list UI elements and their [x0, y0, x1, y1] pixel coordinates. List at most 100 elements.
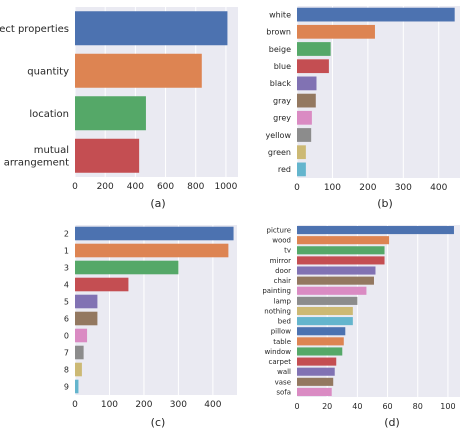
bar-white — [297, 7, 455, 22]
category-label: green — [268, 148, 291, 157]
x-tick-label: 40 — [352, 402, 362, 411]
category-label: sofa — [276, 388, 291, 396]
bar-picture — [297, 226, 454, 235]
bar-door — [297, 266, 376, 275]
x-tick-label: 100 — [101, 400, 118, 410]
category-label: grey — [273, 114, 291, 123]
bar-gray — [297, 93, 316, 108]
category-label: 6 — [64, 314, 69, 323]
bar-lamp — [297, 296, 358, 305]
bar-8 — [75, 362, 82, 377]
bar-green — [297, 145, 306, 160]
bar-object-properties — [75, 11, 228, 46]
panel-label: (d) — [384, 416, 400, 429]
category-label: location — [29, 109, 69, 120]
bar-nothing — [297, 306, 353, 316]
category-label: 4 — [64, 280, 69, 289]
category-label: picture — [267, 227, 291, 235]
bar-tv — [297, 246, 385, 255]
category-label: mutual arrangement — [4, 145, 69, 169]
x-tick-label: 300 — [395, 183, 412, 193]
category-label: mirror — [270, 257, 292, 265]
bar-pillow — [297, 327, 346, 336]
bar-beige — [297, 42, 331, 56]
chart-panel-1: object properties quantity location mutuala… — [0, 7, 238, 210]
category-label: table — [273, 338, 291, 346]
category-label: 1 — [64, 246, 69, 255]
category-label: yellow — [265, 131, 291, 140]
category-label: 7 — [64, 348, 69, 357]
x-tick-label: 0 — [72, 400, 78, 410]
x-tick-label: 400 — [204, 400, 221, 410]
bar-mirror — [297, 256, 385, 265]
category-label: nothing — [264, 307, 291, 315]
category-label: lamp — [274, 297, 292, 305]
bar-table — [297, 337, 344, 346]
category-label: wood — [272, 237, 291, 245]
bar-yellow — [297, 128, 312, 142]
chart-panel-2: white brown beige blue black gray grey yellow gr… — [265, 6, 460, 210]
category-label: 3 — [64, 263, 69, 272]
category-label: red — [278, 165, 291, 174]
category-label: black — [270, 79, 292, 88]
bar-chair — [297, 276, 374, 285]
chart-panel-4: picture wood tv mirror door chair painting lamp… — [262, 225, 460, 429]
category-label: tv — [284, 247, 291, 255]
category-label: vase — [275, 378, 291, 386]
category-label: bed — [278, 318, 291, 326]
bar-vase — [297, 377, 334, 386]
bar-wood — [297, 236, 390, 245]
category-label: 9 — [64, 382, 69, 391]
bar-carpet — [297, 357, 337, 366]
category-label: painting — [262, 287, 291, 295]
category-label: quantity — [27, 66, 69, 77]
bar-black — [297, 76, 317, 91]
bar-1 — [75, 243, 229, 258]
category-label: object properties — [0, 24, 69, 35]
bar-brown — [297, 24, 375, 39]
x-tick-label: 60 — [382, 402, 392, 411]
bar-sofa — [297, 387, 332, 396]
x-tick-label: 0 — [72, 182, 78, 192]
bar-bed — [297, 317, 353, 326]
x-tick-label: 20 — [322, 402, 332, 411]
bar-grey — [297, 110, 312, 125]
category-label: pillow — [271, 328, 292, 336]
category-label: window — [264, 348, 291, 356]
panel-label: (a) — [150, 197, 165, 210]
x-tick-label: 800 — [187, 182, 204, 192]
category-label: 2 — [64, 229, 69, 238]
bar-0 — [75, 328, 88, 343]
x-tick-label: 0 — [294, 183, 300, 193]
bar-location — [75, 96, 146, 131]
x-tick-label: 1000 — [214, 182, 237, 192]
x-tick-label: 600 — [157, 182, 174, 192]
bar-red — [297, 162, 306, 177]
x-tick-label: 200 — [359, 183, 376, 193]
category-label: 0 — [64, 331, 69, 340]
x-tick-label: 200 — [97, 182, 114, 192]
category-label: door — [275, 267, 291, 275]
category-label: beige — [269, 45, 291, 54]
bar-2 — [75, 226, 234, 241]
x-tick-label: 80 — [413, 402, 423, 411]
category-label: white — [269, 10, 291, 19]
bar-6 — [75, 311, 98, 326]
category-label: chair — [274, 277, 292, 285]
bar-9 — [75, 379, 79, 394]
x-tick-label: 300 — [170, 400, 187, 410]
bar-5 — [75, 294, 98, 309]
x-tick-label: 100 — [324, 183, 341, 193]
bar-4 — [75, 277, 129, 292]
x-tick-label: 400 — [430, 183, 447, 193]
category-label: blue — [274, 62, 291, 71]
x-tick-label: 0 — [294, 402, 299, 411]
bar-quantity — [75, 53, 202, 88]
bar-7 — [75, 345, 84, 360]
category-label: carpet — [268, 358, 291, 366]
bar-3 — [75, 260, 179, 275]
category-label: wall — [277, 368, 291, 376]
category-label: 5 — [64, 297, 69, 306]
x-tick-label: 400 — [127, 182, 144, 192]
